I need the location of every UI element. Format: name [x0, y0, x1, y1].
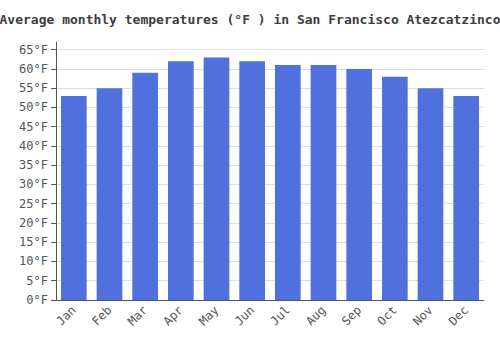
svg-text:35°F: 35°F: [19, 158, 48, 172]
svg-text:Oct: Oct: [375, 303, 400, 328]
svg-text:45°F: 45°F: [19, 120, 48, 134]
svg-text:Nov: Nov: [410, 303, 435, 328]
svg-text:0°F: 0°F: [26, 293, 48, 307]
svg-text:Dec: Dec: [446, 303, 471, 328]
svg-text:Jul: Jul: [268, 303, 293, 328]
svg-text:Average monthly temperatures (: Average monthly temperatures (°F ) in Sa…: [0, 12, 500, 27]
svg-text:Apr: Apr: [161, 303, 186, 328]
svg-text:Jan: Jan: [54, 303, 79, 328]
svg-text:Sep: Sep: [339, 303, 364, 328]
svg-text:5°F: 5°F: [26, 274, 48, 288]
svg-text:Aug: Aug: [303, 303, 328, 328]
svg-text:40°F: 40°F: [19, 139, 48, 153]
svg-text:50°F: 50°F: [19, 100, 48, 114]
svg-text:Mar: Mar: [125, 303, 150, 328]
svg-text:Feb: Feb: [89, 303, 114, 328]
svg-text:65°F: 65°F: [19, 43, 48, 57]
svg-text:10°F: 10°F: [19, 254, 48, 268]
svg-text:15°F: 15°F: [19, 235, 48, 249]
svg-text:30°F: 30°F: [19, 177, 48, 191]
svg-text:20°F: 20°F: [19, 216, 48, 230]
svg-text:May: May: [196, 303, 221, 328]
svg-text:25°F: 25°F: [19, 197, 48, 211]
svg-text:55°F: 55°F: [19, 81, 48, 95]
svg-text:Jun: Jun: [232, 303, 257, 328]
svg-text:60°F: 60°F: [19, 62, 48, 76]
